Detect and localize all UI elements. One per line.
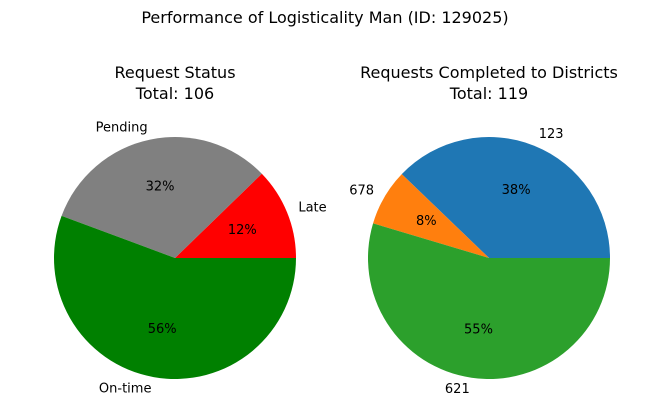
pie-slice-pending xyxy=(61,136,262,258)
slice-percent-late: 12% xyxy=(228,223,257,238)
right-pie-chart: Requests Completed to Districts Total: 1… xyxy=(349,63,618,397)
slice-label-late: Late xyxy=(298,200,326,215)
pie-slice-on-time xyxy=(54,215,296,379)
right-pie-slices: 123 38% 678 8% 621 55% xyxy=(349,127,610,397)
figure-title: Performance of Logisticality Man (ID: 12… xyxy=(141,8,508,27)
right-chart-title: Requests Completed to Districts xyxy=(360,63,618,82)
left-chart-subtitle: Total: 106 xyxy=(135,84,214,103)
slice-label-pending: Pending xyxy=(96,120,148,135)
slice-percent-pending: 32% xyxy=(146,179,175,194)
right-chart-subtitle: Total: 119 xyxy=(449,84,528,103)
pie-slice-late xyxy=(175,173,296,258)
pie-slice-678 xyxy=(373,174,489,258)
left-chart-title: Request Status xyxy=(114,63,235,82)
left-pie-slices: Late 12% Pending 32% On-time 56% xyxy=(54,120,327,397)
slice-label-123: 123 xyxy=(539,127,564,142)
slice-percent-678: 8% xyxy=(416,214,437,229)
slice-percent-on-time: 56% xyxy=(148,322,177,337)
slice-label-678: 678 xyxy=(349,183,374,198)
slice-label-621: 621 xyxy=(445,382,470,397)
slice-percent-621: 55% xyxy=(464,322,493,337)
pie-slice-123 xyxy=(401,136,610,258)
slice-percent-123: 38% xyxy=(502,183,531,198)
slice-label-on-time: On-time xyxy=(99,382,152,397)
pie-slice-621 xyxy=(367,223,610,379)
left-pie-chart: Request Status Total: 106 Late 12% Pending… xyxy=(54,63,327,397)
